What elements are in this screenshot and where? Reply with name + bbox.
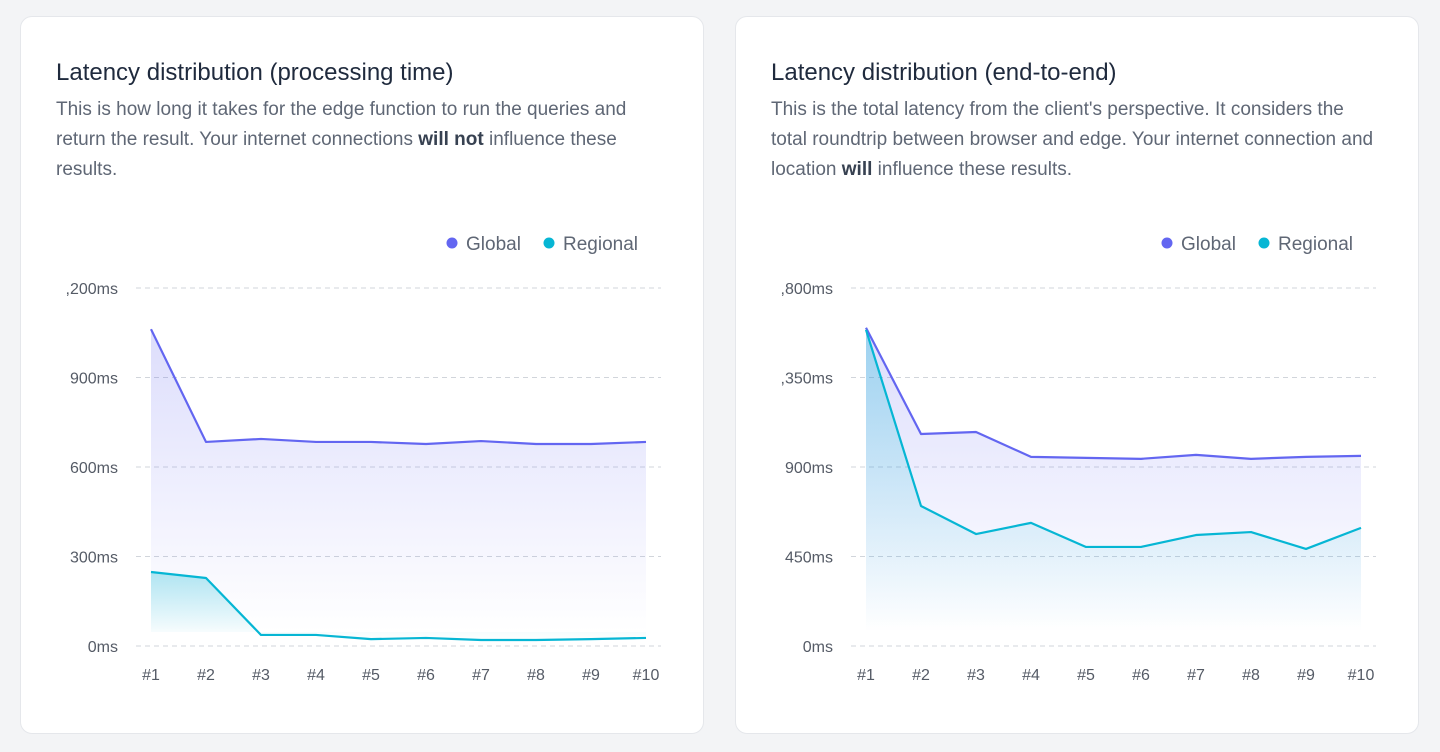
x-tick-label: #5 xyxy=(1077,667,1095,684)
x-tick-label: #10 xyxy=(633,667,660,684)
card-description: This is the total latency from the clien… xyxy=(771,95,1381,185)
desc-text: This is how long it takes for the edge f… xyxy=(56,99,627,150)
legend-dot-regional xyxy=(543,237,555,249)
x-tick-label: #3 xyxy=(967,667,985,684)
series-line-regional xyxy=(864,329,1362,551)
desc-text: influence these results. xyxy=(872,159,1073,180)
legend-dot-global xyxy=(1161,237,1173,249)
legend-dot-regional xyxy=(1258,237,1270,249)
series-area-global xyxy=(151,329,646,632)
card-description: This is how long it takes for the edge f… xyxy=(56,95,666,185)
chart-processing-time: 0ms 300ms 600ms 900ms ,200ms #1 #2 #3 #4 #5 #6 #7 #8… xyxy=(66,234,661,684)
x-tick-label: #8 xyxy=(1242,667,1260,684)
x-tick-label: #2 xyxy=(197,667,215,684)
desc-bold: will not xyxy=(418,129,484,150)
series-area-regional xyxy=(151,572,646,641)
y-tick-label: 600ms xyxy=(70,460,118,477)
x-tick-label: #8 xyxy=(527,667,545,684)
y-tick-label: 0ms xyxy=(803,639,833,656)
card-title: Latency distribution (end-to-end) xyxy=(771,59,1117,86)
x-tick-label: #1 xyxy=(142,667,160,684)
legend-label-regional: Regional xyxy=(1278,234,1353,255)
chart-end-to-end: 0ms 450ms 900ms ,350ms ,800ms #1 #2 #3 #4 #5 #6 #7 #… xyxy=(781,234,1376,684)
y-tick-label: 900ms xyxy=(785,460,833,477)
card-title: Latency distribution (processing time) xyxy=(56,59,454,86)
legend-label-regional: Regional xyxy=(563,234,638,255)
x-tick-label: #6 xyxy=(1132,667,1150,684)
y-tick-label: ,800ms xyxy=(781,281,833,298)
desc-text: influence these results. xyxy=(56,129,617,180)
y-tick-label: ,350ms xyxy=(781,371,833,388)
x-tick-label: #6 xyxy=(417,667,435,684)
card-processing-time: Latency distribution (processing time) T… xyxy=(20,16,704,734)
desc-bold: will xyxy=(841,159,873,180)
series-area-regional xyxy=(866,329,1361,632)
x-tick-label: #7 xyxy=(472,667,490,684)
series-line-global xyxy=(865,327,1362,460)
x-tick-label: #7 xyxy=(1187,667,1205,684)
legend-label-global: Global xyxy=(466,234,521,255)
y-tick-label: 300ms xyxy=(70,550,118,567)
desc-text: This is the total latency from the clien… xyxy=(771,99,1374,180)
y-tick-label: 450ms xyxy=(785,550,833,567)
x-tick-label: #4 xyxy=(1022,667,1040,684)
x-tick-label: #9 xyxy=(1297,667,1315,684)
y-tick-label: 0ms xyxy=(88,639,118,656)
legend-label-global: Global xyxy=(1181,234,1236,255)
y-tick-label: ,200ms xyxy=(66,281,118,298)
x-tick-label: #10 xyxy=(1348,667,1375,684)
x-tick-label: #3 xyxy=(252,667,270,684)
series-line-regional xyxy=(150,570,647,642)
series-line-global xyxy=(150,328,647,446)
legend-dot-global xyxy=(446,237,458,249)
x-tick-label: #9 xyxy=(582,667,600,684)
x-tick-label: #2 xyxy=(912,667,930,684)
x-tick-label: #1 xyxy=(857,667,875,684)
y-tick-label: 900ms xyxy=(70,371,118,388)
card-end-to-end: Latency distribution (end-to-end) This i… xyxy=(735,16,1419,734)
x-tick-label: #5 xyxy=(362,667,380,684)
x-tick-label: #4 xyxy=(307,667,325,684)
